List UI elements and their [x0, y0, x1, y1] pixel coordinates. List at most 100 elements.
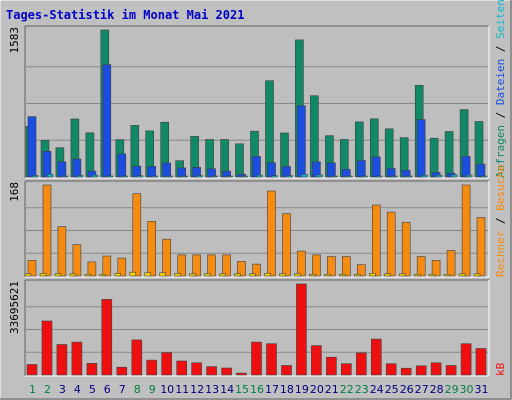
bar-seiten-day-13	[211, 175, 218, 178]
bar-kb-day-25	[385, 363, 397, 376]
bar-besuche-day-24	[371, 204, 381, 277]
bar-kb-day-24	[370, 338, 382, 376]
bar-rechner-day-10	[159, 272, 166, 277]
legend-label-bottom: kB	[494, 362, 507, 376]
bar-rechner-day-1	[24, 273, 32, 277]
bar-dateien-day-1	[27, 116, 37, 178]
bar-dateien-day-7	[117, 153, 127, 178]
bar-seiten-day-31	[480, 175, 488, 178]
bar-besuche-day-18	[282, 213, 291, 277]
bar-rechner-day-28	[428, 274, 436, 277]
bar-rechner-day-21	[324, 274, 331, 277]
bar-besuche-day-30	[461, 184, 471, 277]
bar-dateien-day-16	[252, 156, 261, 178]
bar-besuche-day-1	[27, 259, 37, 277]
x-tick-label-day-6: 6	[104, 383, 111, 396]
bar-seiten-day-9	[151, 175, 158, 178]
bar-kb-day-20	[311, 345, 322, 376]
bar-anfragen-day-28	[429, 137, 439, 178]
x-tick-label-day-27: 27	[415, 383, 429, 396]
bar-kb-day-7	[116, 366, 128, 376]
bar-besuche-day-5	[87, 261, 97, 277]
bar-seiten-day-22	[345, 175, 353, 178]
bar-rechner-day-26	[398, 273, 406, 277]
legend-part: Dateien	[494, 59, 507, 112]
legend-label-top: Anfragen / Dateien / Seiten	[494, 0, 507, 178]
bar-seiten-day-20	[316, 174, 323, 178]
bar-besuche-day-31	[476, 217, 486, 277]
panel-top: 1583 Anfragen / Dateien / Seiten	[8, 0, 507, 179]
bar-kb-day-18	[281, 365, 292, 376]
bar-rechner-day-18	[279, 273, 286, 277]
bar-kb-day-15	[236, 372, 247, 376]
bar-dateien-day-9	[147, 166, 156, 178]
x-tick-label-day-10: 10	[160, 383, 174, 396]
bar-seiten-day-3	[61, 175, 69, 178]
bar-besuche-day-20	[312, 254, 321, 277]
bar-kb-day-17	[266, 343, 277, 376]
x-tick-label-day-19: 19	[295, 383, 309, 396]
legend-part: Seiten	[494, 0, 507, 46]
x-tick-label-day-22: 22	[340, 383, 354, 396]
bar-besuche-day-8	[132, 193, 142, 277]
bar-dateien-day-10	[162, 162, 171, 178]
bar-kb-day-5	[86, 363, 98, 376]
bar-besuche-day-19	[297, 250, 306, 277]
bar-kb-day-16	[251, 341, 262, 376]
bar-kb-day-12	[191, 362, 202, 376]
x-tick-label-day-7: 7	[119, 383, 126, 396]
bar-dateien-day-21	[327, 162, 336, 178]
bar-seiten-day-30	[465, 174, 473, 178]
bar-kb-day-6	[101, 299, 113, 376]
x-tick-label-day-8: 8	[134, 383, 141, 396]
bar-seiten-day-6	[106, 175, 114, 178]
bar-rechner-day-7	[114, 272, 122, 277]
bar-rechner-day-30	[458, 273, 466, 277]
legend-part: kB	[494, 362, 507, 376]
bar-kb-day-28	[430, 362, 442, 376]
bar-rechner-day-14	[219, 273, 226, 277]
bar-kb-day-14	[221, 367, 232, 376]
bar-dateien-day-31	[476, 163, 486, 178]
bar-rechner-day-24	[368, 272, 376, 277]
bar-rechner-day-17	[264, 272, 271, 277]
bar-seiten-day-26	[405, 175, 413, 178]
bar-rechner-day-23	[353, 274, 361, 277]
bar-rechner-day-12	[189, 273, 196, 277]
bar-kb-day-9	[146, 359, 157, 376]
chart-title: Tages-Statistik im Monat Mai 2021	[6, 8, 244, 22]
bar-besuche-day-10	[162, 238, 171, 277]
bar-seiten-day-17	[271, 175, 278, 178]
x-tick-label-day-25: 25	[385, 383, 399, 396]
legend-part: Besuche	[494, 164, 507, 217]
bar-rechner-day-2	[39, 272, 47, 277]
bar-rechner-day-25	[383, 273, 391, 277]
x-tick-label-day-24: 24	[370, 383, 384, 396]
bar-dateien-day-24	[371, 156, 381, 178]
x-tick-label-day-4: 4	[74, 383, 81, 396]
bar-kb-day-2	[41, 320, 53, 376]
bar-rechner-day-16	[249, 273, 256, 277]
bar-dateien-day-6	[102, 64, 112, 178]
legend-part: Rechner	[494, 230, 507, 277]
bar-kb-day-19	[296, 283, 307, 376]
x-tick-label-day-2: 2	[44, 383, 51, 396]
bar-kb-day-29	[445, 365, 457, 376]
bar-seiten-day-4	[76, 175, 84, 178]
bar-dateien-day-27	[416, 119, 426, 178]
chart-panels: 1583 Anfragen / Dateien / Seiten 168 Rechne…	[8, 0, 507, 377]
bar-kb-day-23	[355, 352, 367, 376]
x-tick-label-day-15: 15	[235, 383, 249, 396]
bar-besuche-day-26	[401, 222, 411, 277]
x-axis-day-labels: 1 2 3 4 5 6 7 8 9 10 11 12 13 14 15 16 17 18 19 20 21 22 23 24 2…	[29, 383, 489, 396]
bar-kb-day-11	[176, 360, 187, 376]
bar-besuche-day-17	[267, 190, 276, 277]
bar-seiten-day-21	[331, 175, 338, 178]
x-tick-label-day-21: 21	[325, 383, 339, 396]
bar-dateien-day-23	[356, 160, 366, 178]
bar-seiten-day-11	[181, 175, 188, 178]
bar-seiten-day-2	[46, 173, 54, 178]
bar-rechner-day-5	[84, 274, 92, 277]
